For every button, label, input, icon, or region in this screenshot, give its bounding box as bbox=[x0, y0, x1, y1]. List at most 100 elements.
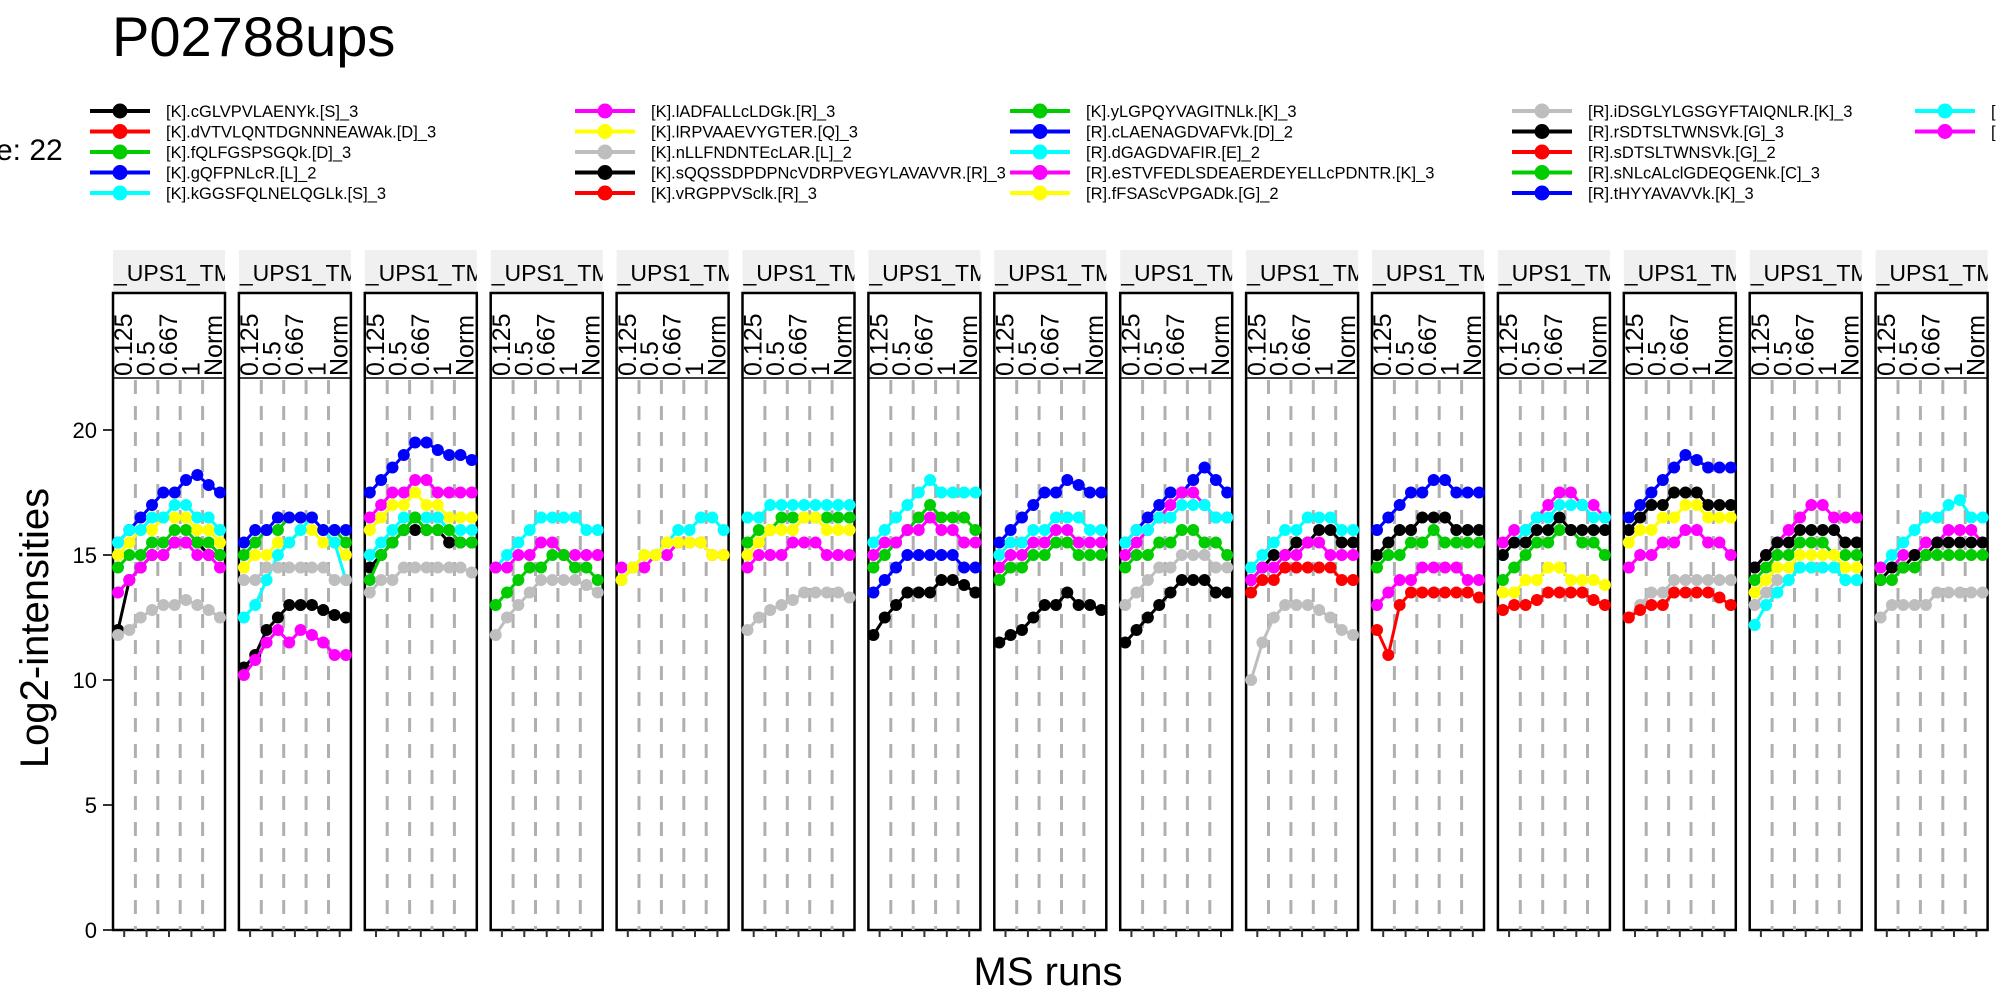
data-series bbox=[1496, 561, 1611, 599]
data-point bbox=[363, 486, 376, 499]
data-point bbox=[1542, 586, 1555, 599]
data-point bbox=[363, 511, 376, 524]
data-point bbox=[1072, 599, 1085, 611]
data-point bbox=[786, 499, 799, 511]
data-point bbox=[1519, 524, 1532, 536]
data-point bbox=[1083, 536, 1096, 549]
data-point bbox=[512, 536, 525, 549]
data-point bbox=[420, 511, 433, 524]
legend-marker bbox=[597, 165, 613, 180]
data-point bbox=[946, 524, 959, 536]
data-point bbox=[454, 561, 467, 574]
data-point bbox=[1049, 511, 1062, 524]
condition-label: 0.5 bbox=[1392, 341, 1420, 376]
legend-marker bbox=[1534, 185, 1550, 201]
data-point bbox=[1313, 511, 1326, 524]
data-point bbox=[1347, 549, 1360, 561]
facet-frame bbox=[993, 291, 1108, 932]
data-point bbox=[1405, 586, 1417, 599]
data-point bbox=[1794, 536, 1807, 549]
data-point bbox=[1805, 561, 1818, 574]
data-point bbox=[1313, 561, 1326, 574]
data-point bbox=[958, 579, 971, 591]
data-series bbox=[363, 511, 478, 586]
data-series bbox=[1371, 561, 1485, 611]
data-series bbox=[1622, 486, 1737, 536]
data-point bbox=[1839, 536, 1852, 549]
legend-entry: [R].fFSAScVPGADk.[G]_2 bbox=[1010, 185, 1279, 203]
condition-label: Norm bbox=[703, 315, 731, 376]
data-point bbox=[1965, 524, 1978, 536]
data-point bbox=[397, 511, 410, 524]
data-point bbox=[969, 586, 982, 599]
data-point bbox=[843, 524, 856, 536]
condition-label: 0.667 bbox=[1162, 313, 1190, 376]
data-point bbox=[1976, 586, 1989, 599]
data-point bbox=[180, 511, 192, 524]
data-point bbox=[615, 574, 628, 586]
condition-label: 1 bbox=[1688, 362, 1716, 376]
data-point bbox=[214, 561, 226, 574]
data-point bbox=[1335, 524, 1348, 536]
data-point bbox=[1198, 536, 1211, 549]
data-point bbox=[535, 511, 548, 524]
data-point bbox=[1702, 586, 1715, 599]
data-point bbox=[1839, 549, 1852, 561]
data-point bbox=[1209, 511, 1222, 524]
data-point bbox=[375, 511, 388, 524]
data-point bbox=[1049, 486, 1062, 499]
legend-marker bbox=[1534, 165, 1550, 180]
data-point bbox=[1427, 561, 1440, 574]
data-point bbox=[1931, 549, 1944, 561]
data-point bbox=[1461, 586, 1474, 599]
data-point bbox=[969, 536, 982, 549]
data-point bbox=[214, 486, 226, 499]
data-point bbox=[1598, 524, 1611, 536]
legend-marker bbox=[1032, 165, 1048, 180]
data-point bbox=[615, 561, 628, 574]
legend-label: [R].sDTSLTWNSVk.[G]_2 bbox=[1588, 144, 1776, 162]
data-point bbox=[328, 524, 341, 536]
data-point bbox=[1095, 524, 1108, 536]
data-point bbox=[1598, 549, 1611, 561]
data-series bbox=[993, 524, 1108, 574]
data-point bbox=[1622, 611, 1635, 624]
data-point bbox=[168, 499, 181, 511]
data-point bbox=[1439, 511, 1451, 524]
data-point bbox=[1919, 536, 1932, 549]
condition-label: 0.125 bbox=[614, 313, 642, 376]
data-point bbox=[237, 536, 250, 549]
data-point bbox=[271, 536, 284, 549]
data-point bbox=[191, 469, 204, 481]
data-point bbox=[1038, 549, 1051, 561]
data-point bbox=[465, 454, 478, 466]
data-point bbox=[1164, 586, 1177, 599]
data-point bbox=[1324, 524, 1337, 536]
data-series bbox=[112, 499, 226, 549]
condition-label: 0.5 bbox=[1014, 341, 1042, 376]
data-point bbox=[832, 511, 845, 524]
data-point bbox=[569, 561, 582, 574]
data-point bbox=[271, 624, 284, 636]
data-point bbox=[1130, 586, 1143, 599]
data-point bbox=[1874, 574, 1887, 586]
legend-marker bbox=[112, 124, 128, 139]
data-point bbox=[1828, 511, 1841, 524]
legend-marker bbox=[1937, 124, 1953, 139]
data-point bbox=[214, 549, 226, 561]
data-series bbox=[867, 474, 982, 549]
data-point bbox=[1256, 549, 1269, 561]
data-point bbox=[1530, 536, 1543, 549]
data-point bbox=[890, 599, 903, 611]
data-point bbox=[1015, 624, 1028, 636]
legend-entry: [K].sQQSSDPDPNcVDRPVEGYLAVAVVR.[R]_3 bbox=[575, 165, 1006, 183]
data-point bbox=[1553, 524, 1566, 536]
facet-strip bbox=[1875, 250, 1988, 293]
data-point bbox=[569, 574, 582, 586]
legend-label: [R].fFSAScVPGADk.[G]_2 bbox=[1086, 185, 1279, 203]
data-point bbox=[1187, 474, 1200, 486]
data-point bbox=[294, 511, 307, 524]
data-point bbox=[1794, 549, 1807, 561]
legend-entry: [K].cGLVPVLAENYk.[S]_3 bbox=[90, 103, 358, 121]
